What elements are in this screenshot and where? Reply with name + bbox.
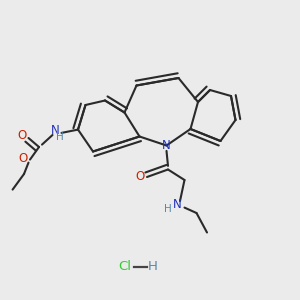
Text: H: H xyxy=(164,204,172,214)
Text: O: O xyxy=(19,152,28,166)
Text: Cl: Cl xyxy=(118,260,131,274)
Text: N: N xyxy=(162,139,171,152)
Text: H: H xyxy=(56,131,64,142)
Text: O: O xyxy=(135,169,144,183)
Text: N: N xyxy=(51,124,60,137)
Text: N: N xyxy=(173,197,182,211)
Text: O: O xyxy=(17,129,26,142)
Text: H: H xyxy=(148,260,158,274)
